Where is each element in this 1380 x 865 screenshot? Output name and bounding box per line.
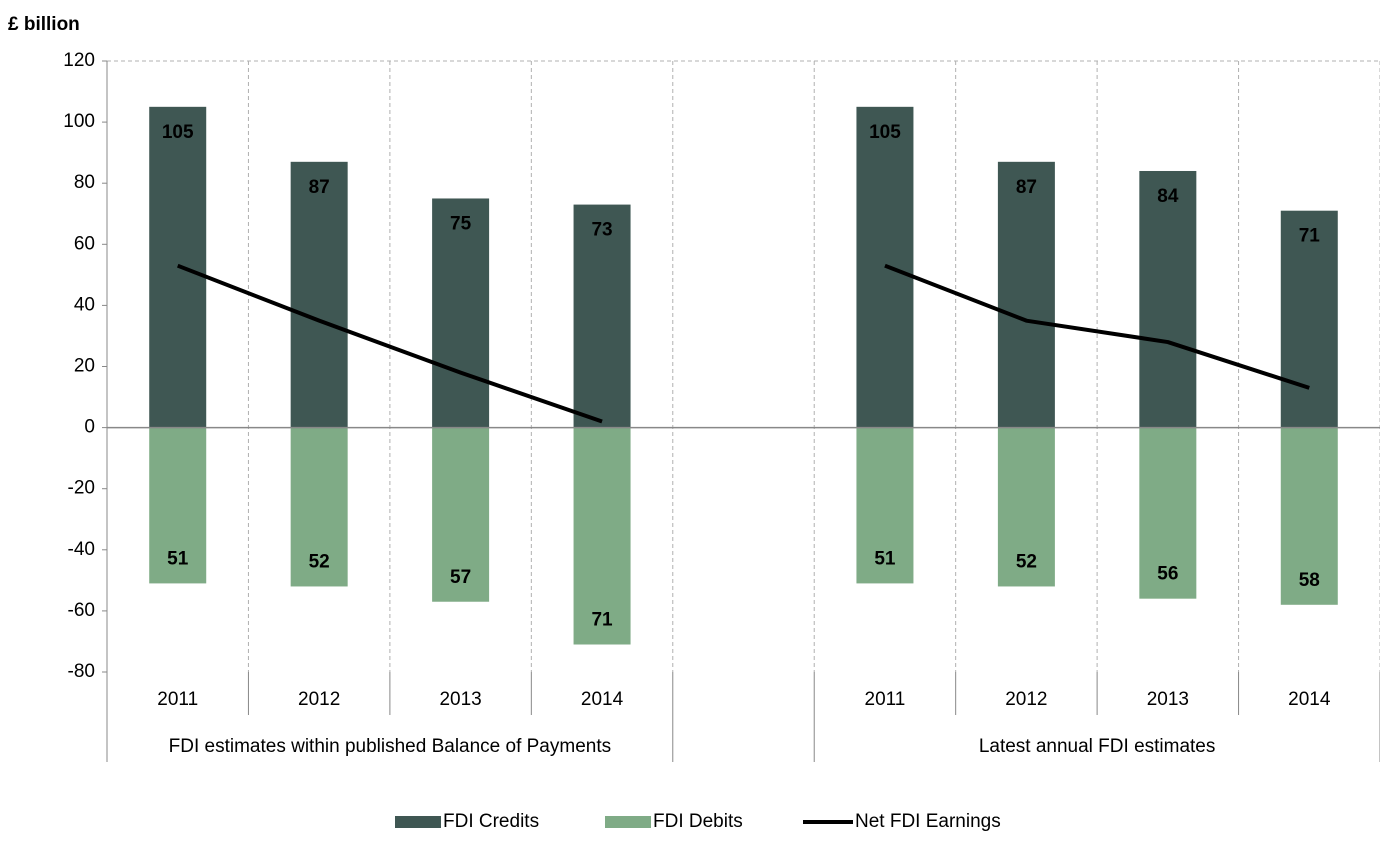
data-label: 71 <box>1299 226 1321 247</box>
x-tick-label: 2013 <box>1147 689 1189 710</box>
data-label: 73 <box>591 220 612 241</box>
y-tick-label: 120 <box>63 50 95 71</box>
x-tick-label: 2014 <box>581 689 624 710</box>
legend-label: FDI Debits <box>653 811 743 832</box>
bar <box>856 427 914 584</box>
x-tick-label: 2011 <box>157 689 198 710</box>
bar <box>1139 427 1197 599</box>
data-label: 105 <box>162 122 194 143</box>
line <box>176 263 1310 424</box>
bar <box>997 161 1055 428</box>
bar <box>432 198 490 428</box>
legend-label: FDI Credits <box>443 811 539 832</box>
y-tick-label: 100 <box>63 111 95 132</box>
data-label: 51 <box>167 548 189 569</box>
bar <box>149 427 207 584</box>
x-tick-label: 2013 <box>439 689 481 710</box>
data-label: 87 <box>1016 177 1037 198</box>
legend-label: Net FDI Earnings <box>855 811 1001 832</box>
x-tick-label: 2012 <box>1005 689 1047 710</box>
group-label: Latest annual FDI estimates <box>979 736 1216 757</box>
data-label: 71 <box>591 610 613 631</box>
data-label: 87 <box>309 177 330 198</box>
legend-swatch <box>605 816 651 828</box>
y-tick-label: 20 <box>74 356 95 377</box>
bar <box>290 427 348 587</box>
data-label: 51 <box>874 548 896 569</box>
group-label: FDI estimates within published Balance o… <box>169 736 612 757</box>
legend-swatch <box>395 816 441 828</box>
y-tick-label: 80 <box>74 172 95 193</box>
bar <box>432 427 490 602</box>
bar <box>1280 427 1338 605</box>
data-label: 75 <box>450 213 472 234</box>
y-tick-label: 0 <box>84 417 95 438</box>
bar <box>573 427 631 645</box>
y-tick-label: -20 <box>68 478 95 499</box>
y-tick-label: 40 <box>74 294 95 315</box>
bar <box>1280 210 1338 428</box>
data-label: 52 <box>309 551 330 572</box>
x-tick-label: 2014 <box>1288 689 1331 710</box>
bar <box>997 427 1055 587</box>
data-label: 105 <box>869 122 901 143</box>
data-label: 84 <box>1157 186 1179 207</box>
y-tick-label: 60 <box>74 233 95 254</box>
x-tick-label: 2012 <box>298 689 340 710</box>
data-label: 56 <box>1157 564 1178 585</box>
y-tick-label: -60 <box>68 600 95 621</box>
bar <box>573 204 631 428</box>
data-label: 58 <box>1299 570 1320 591</box>
data-label: 52 <box>1016 551 1037 572</box>
data-label: 57 <box>450 567 471 588</box>
bar <box>1139 170 1197 428</box>
bar <box>290 161 348 428</box>
y-axis-unit: £ billion <box>8 14 80 35</box>
y-tick-label: -40 <box>68 539 95 560</box>
y-tick-label: -80 <box>68 661 95 682</box>
x-tick-label: 2011 <box>865 689 906 710</box>
